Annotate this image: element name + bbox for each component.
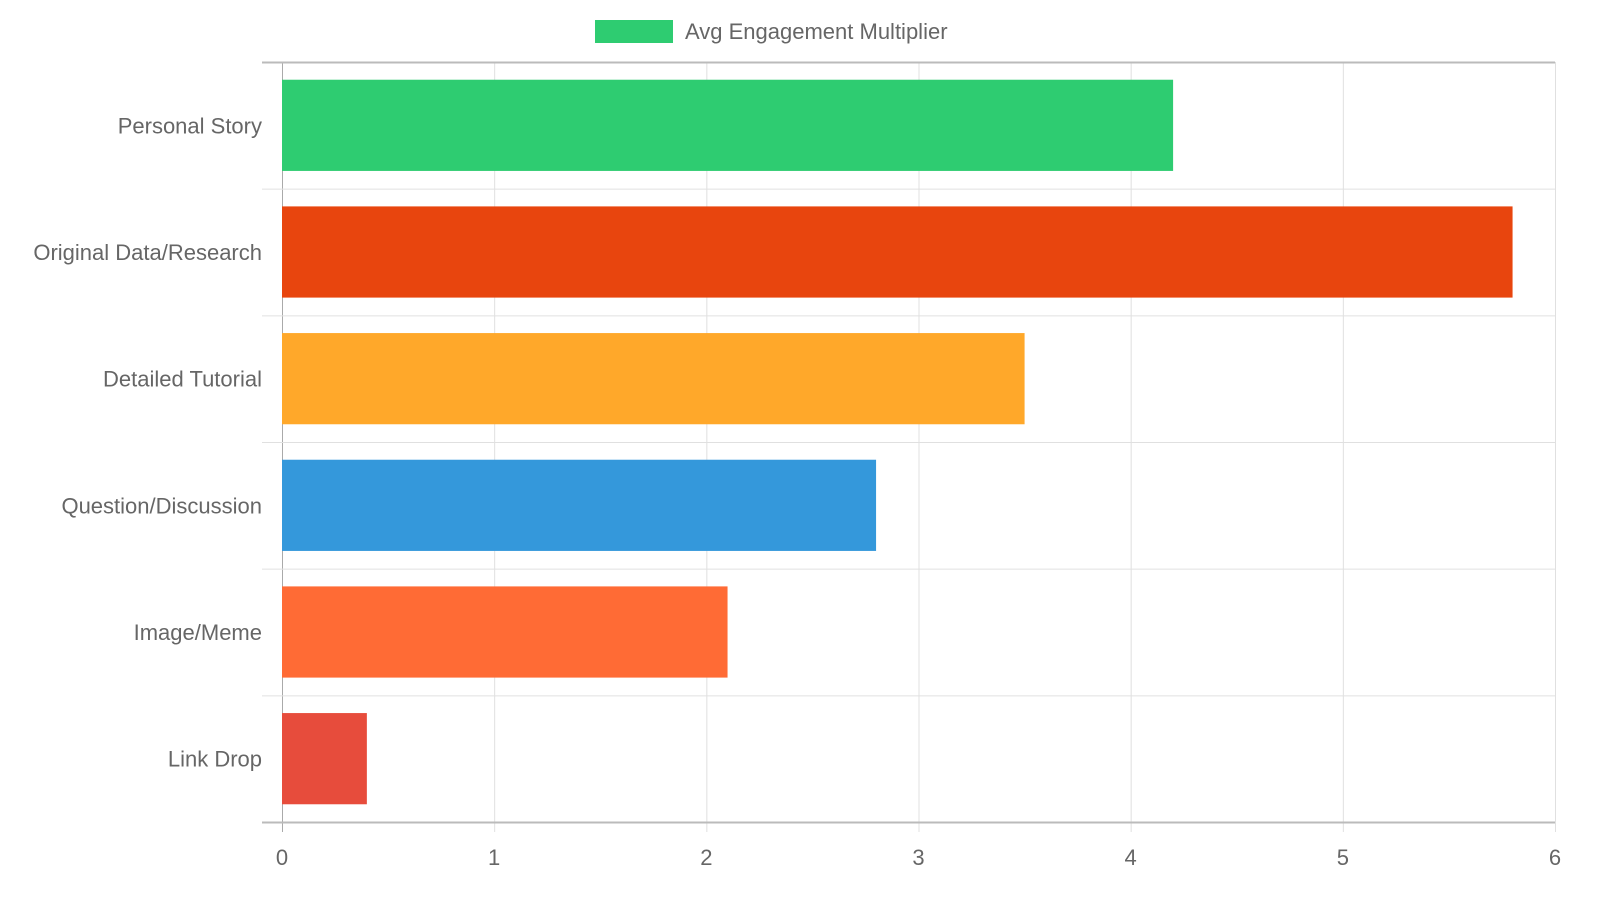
y-tick-label: Question/Discussion [61, 493, 262, 518]
legend-swatch [595, 20, 673, 43]
bars [282, 79, 1513, 805]
y-tick-label: Original Data/Research [33, 240, 262, 265]
bar [282, 459, 877, 551]
x-tick-label: 2 [700, 845, 712, 870]
y-tick-label: Personal Story [118, 113, 262, 138]
legend[interactable]: Avg Engagement Multiplier [595, 19, 948, 44]
x-tick-label: 5 [1337, 845, 1349, 870]
x-tick-label: 6 [1549, 845, 1561, 870]
x-tick-label: 0 [276, 845, 288, 870]
bar [282, 206, 1513, 298]
x-tick-label: 4 [1125, 845, 1137, 870]
x-tick-label: 3 [912, 845, 924, 870]
axes: 0 1 2 3 4 5 6 Personal Story Original Data/Resea… [33, 113, 1561, 870]
bar [282, 333, 1025, 425]
bar [282, 713, 367, 805]
bar [282, 79, 1174, 171]
bar [282, 586, 728, 678]
grid [262, 61, 1556, 832]
y-tick-label: Detailed Tutorial [103, 367, 262, 392]
y-tick-label: Image/Meme [134, 620, 262, 645]
legend-label: Avg Engagement Multiplier [685, 19, 948, 44]
x-tick-label: 1 [488, 845, 500, 870]
y-tick-label: Link Drop [168, 747, 262, 772]
